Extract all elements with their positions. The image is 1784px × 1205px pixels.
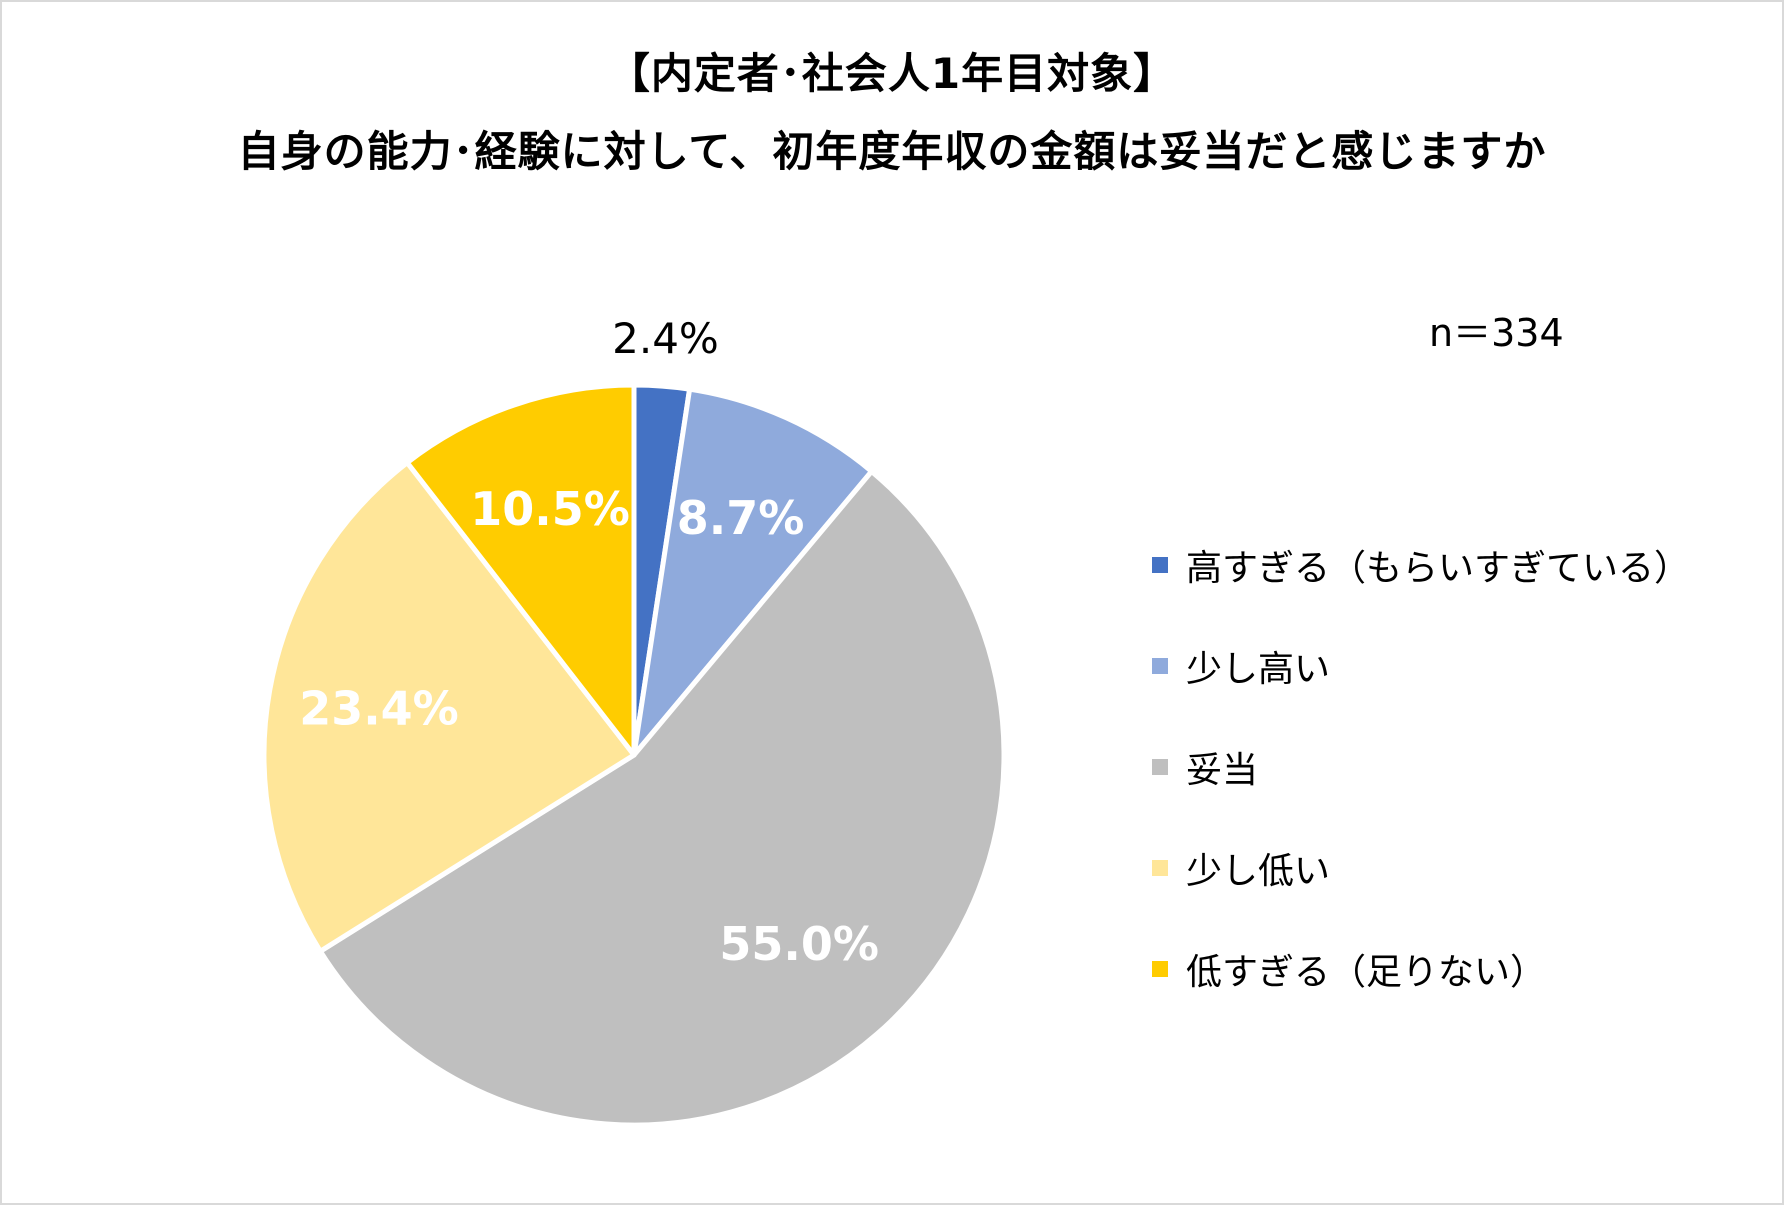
- pie-slice: [404, 382, 637, 758]
- legend-swatch: [1152, 859, 1168, 876]
- pie-slice: [317, 468, 1007, 1128]
- slice-value-label: 23.4%: [299, 682, 459, 736]
- legend-item: 高すぎる（もらいすぎている）: [1152, 514, 1690, 615]
- pie-slice: [631, 386, 875, 758]
- legend-label: 高すぎる（もらいすぎている）: [1186, 547, 1691, 589]
- legend-item: 妥当: [1152, 716, 1690, 817]
- legend-swatch: [1152, 657, 1168, 674]
- pie-slice: [261, 460, 637, 954]
- slice-value-label: 2.4%: [612, 314, 719, 363]
- legend-item: 少し低い: [1152, 817, 1690, 918]
- legend-label: 低すぎる（足りない）: [1186, 951, 1547, 993]
- legend-label: 少し低い: [1186, 850, 1331, 892]
- legend-swatch: [1152, 758, 1168, 775]
- sample-size-label: n＝334: [1429, 311, 1564, 355]
- legend: 高すぎる（もらいすぎている） 少し高い 妥当 少し低い 低すぎる（足りない）: [1152, 514, 1690, 1019]
- slice-value-label: 10.5%: [470, 482, 630, 536]
- legend-swatch: [1152, 960, 1168, 977]
- chart-title-block: 【内定者･社会人1年目対象】 自身の能力･経験に対して、初年度年収の金額は妥当だ…: [2, 46, 1782, 202]
- chart-subtitle: 自身の能力･経験に対して、初年度年収の金額は妥当だと感じますか: [237, 127, 1547, 176]
- legend-label: 少し高い: [1186, 648, 1331, 690]
- slice-value-label: 55.0%: [719, 917, 879, 971]
- legend-item: 低すぎる（足りない）: [1152, 918, 1690, 1019]
- chart-title: 【内定者･社会人1年目対象】: [607, 49, 1177, 98]
- legend-label: 妥当: [1186, 749, 1259, 791]
- legend-item: 少し高い: [1152, 615, 1690, 716]
- slice-value-label: 8.7%: [677, 491, 805, 545]
- legend-swatch: [1152, 556, 1168, 573]
